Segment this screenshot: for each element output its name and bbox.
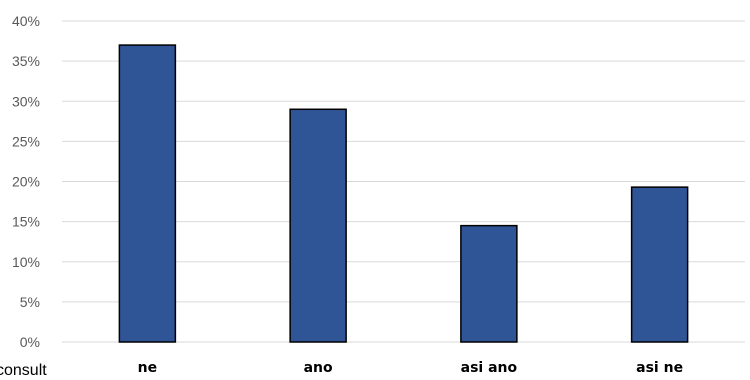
x-axis-categories: ne ano asi ano asi ne — [138, 360, 683, 376]
x-category-label: ne — [138, 360, 157, 376]
y-tick-label: 0% — [20, 334, 40, 350]
bar-ano — [289, 108, 347, 343]
bar-asi-ne — [630, 186, 689, 343]
y-tick-label: 40% — [12, 13, 40, 29]
x-category-label: ano — [304, 360, 333, 376]
y-tick-label: 20% — [12, 174, 40, 190]
y-tick-label: 5% — [20, 294, 40, 310]
y-tick-label: 30% — [12, 93, 40, 109]
y-axis-ticks: 0% 5% 10% 15% 20% 25% 30% 35% 40% — [12, 13, 40, 350]
bars — [118, 44, 689, 343]
x-category-label: asi ano — [461, 360, 518, 376]
y-tick-label: 35% — [12, 53, 40, 69]
y-tick-label: 25% — [12, 133, 40, 149]
y-tick-label: 15% — [12, 214, 40, 230]
footnote-text: consult — [0, 362, 47, 379]
x-category-label: asi ne — [636, 360, 683, 376]
y-tick-label: 10% — [12, 254, 40, 270]
bar-ne — [118, 44, 177, 343]
bar-asi-ano — [460, 224, 518, 343]
